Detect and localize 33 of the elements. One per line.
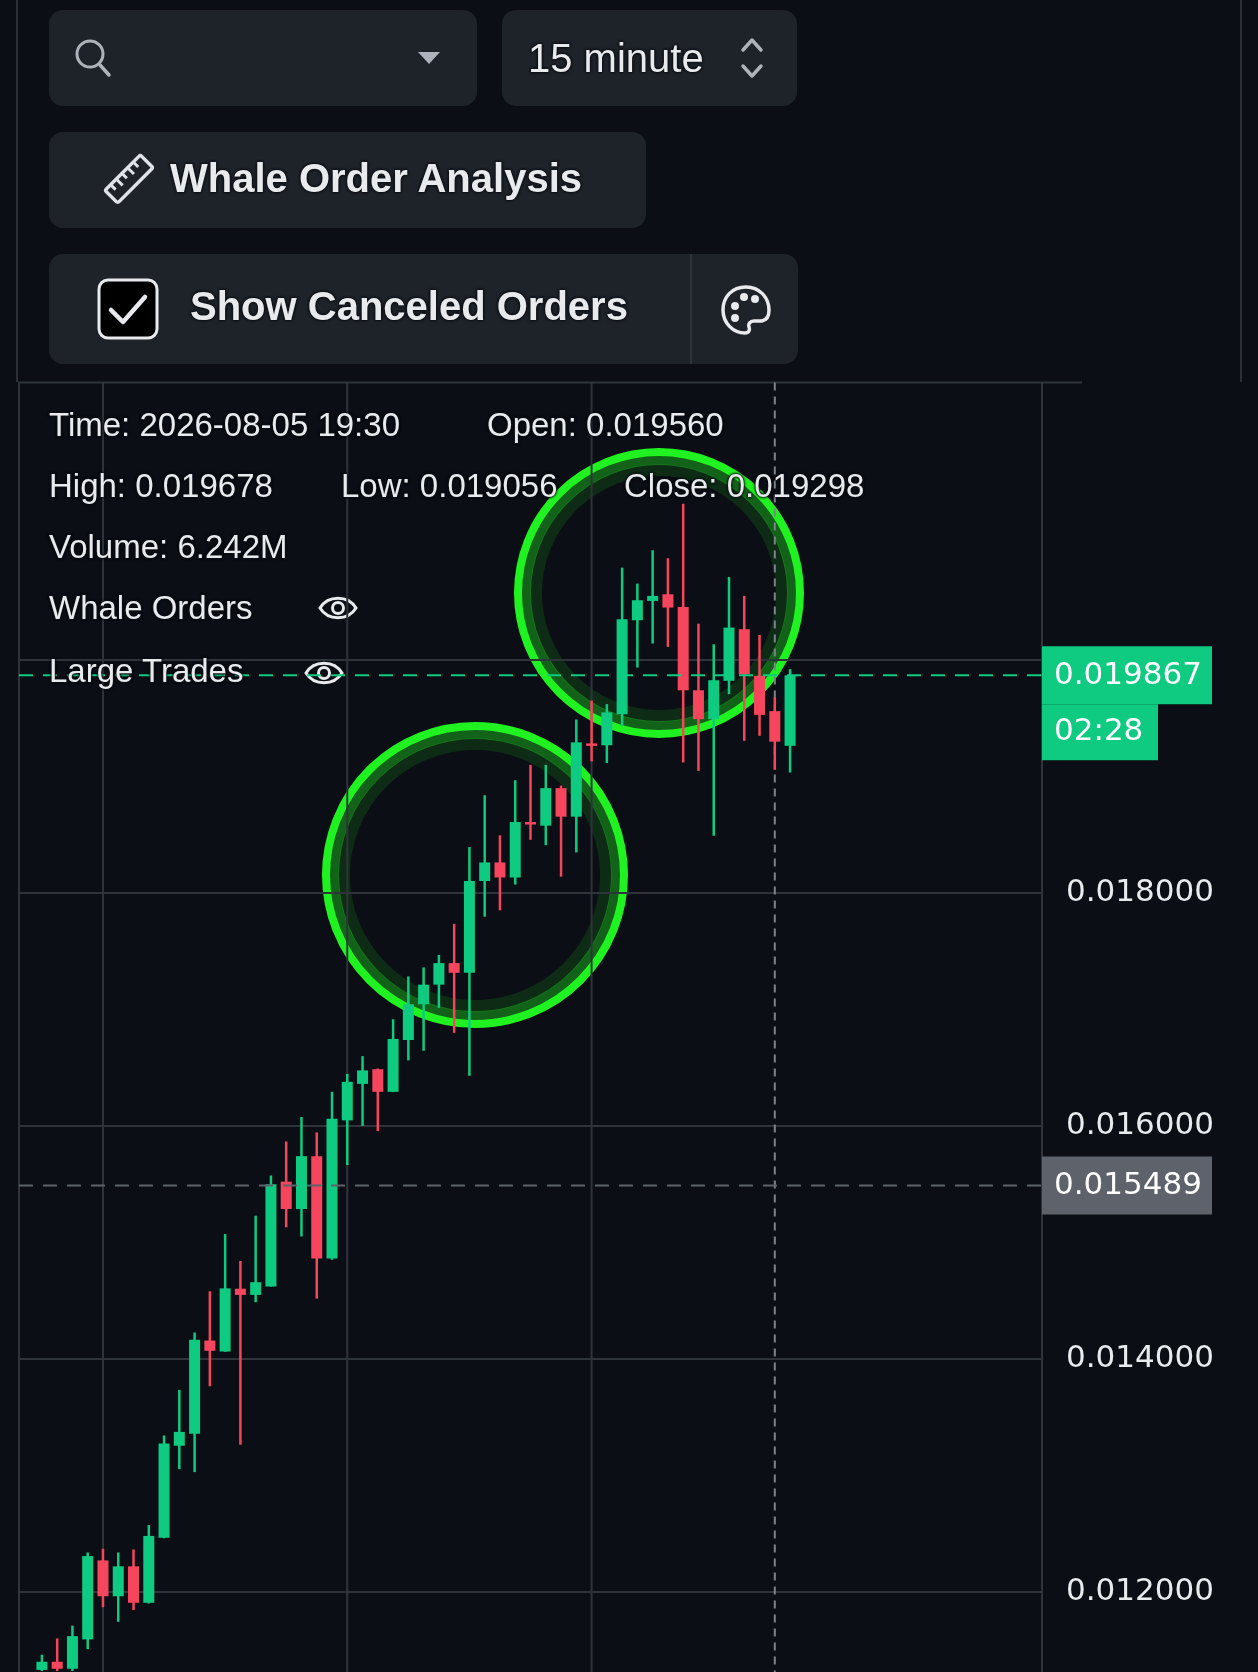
text: Show Canceled Orders [190,284,628,328]
candlestick [525,763,536,842]
candlestick [250,1214,262,1304]
candlestick [448,922,460,1035]
y-tick-label: 0.018000 [1066,871,1214,908]
text: 02:28 [1054,711,1144,748]
annotation: Low: 0.019056 [341,467,558,504]
candlestick [662,557,674,649]
candlestick [631,582,643,669]
candlestick [586,699,598,763]
candlestick [204,1290,216,1388]
annotation: Volume: 6.242M [49,528,288,565]
candlestick [418,966,430,1052]
candlestick [494,834,506,912]
candlestick [51,1637,63,1672]
candlestick [479,793,491,918]
candlestick [357,1054,369,1128]
annotation: Whale Orders [49,589,253,626]
candlestick [647,548,659,645]
annotation: High: 0.019678 [49,467,273,504]
candlestick [234,1259,246,1446]
y-tick-label: 0.016000 [1066,1104,1214,1141]
text: 15 minute [528,36,704,80]
y-tick-label: 0.012000 [1066,1570,1214,1607]
candlestick [173,1388,185,1471]
candlestick [433,953,445,1010]
annotation: Time: 2026-08-05 19:30 [49,406,400,443]
candlestick [372,1067,384,1133]
annotation: Open: 0.019560 [487,406,724,443]
text: Whale Order Analysis [170,156,582,200]
ref-line-label: 0.019867 [1054,655,1202,692]
y-tick-label: 0.014000 [1066,1337,1214,1374]
ref-line-label: 0.015489 [1054,1165,1202,1202]
